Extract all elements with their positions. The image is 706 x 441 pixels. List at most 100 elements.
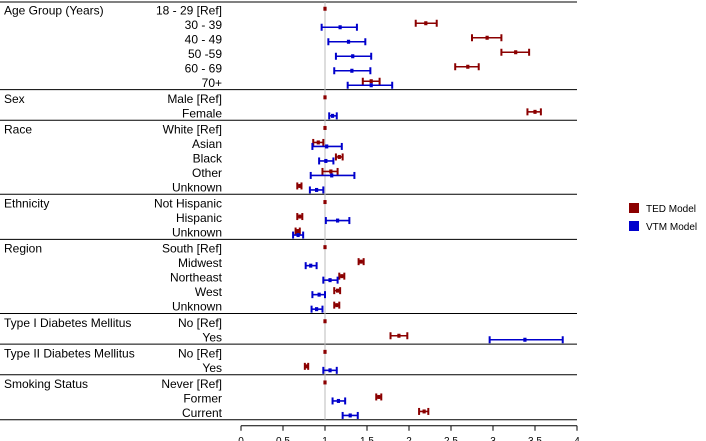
ted-mark — [414, 19, 438, 27]
ted-mark — [323, 6, 327, 11]
row-label: Not Hispanic — [154, 197, 222, 211]
row-label: Never [Ref] — [161, 377, 222, 391]
vtm-mark — [311, 291, 326, 299]
x-tick-label: 1.5 — [360, 436, 374, 441]
legend-swatch — [629, 203, 639, 213]
odds-ratio-marks — [292, 6, 564, 419]
row-label: 30 - 39 — [185, 18, 223, 32]
vtm-mark-point — [330, 113, 335, 118]
ted-mark — [323, 200, 327, 205]
legend: TED Model VTM Model — [629, 203, 697, 233]
legend-entry: TED Model — [629, 203, 696, 215]
x-tick-label: 0 — [238, 436, 244, 441]
ted-mark — [389, 332, 409, 340]
group-title: Region — [4, 242, 42, 256]
ted-mark-point — [466, 64, 470, 69]
ted-mark-point — [369, 79, 373, 84]
group-dividers — [0, 1, 577, 421]
vtm-mark — [327, 38, 367, 46]
ted-mark-point — [514, 50, 518, 55]
row-label: Female — [182, 106, 222, 120]
vtm-mark — [341, 411, 359, 419]
ted-mark-point — [323, 125, 327, 130]
x-tick-label: 3.5 — [528, 436, 542, 441]
row-label: Unknown — [172, 180, 222, 194]
ted-mark — [333, 301, 341, 309]
ted-mark — [323, 95, 327, 100]
vtm-mark-point — [348, 413, 352, 418]
row-label: Asian — [192, 137, 222, 151]
vtm-mark — [320, 23, 358, 31]
vtm-mark-point — [523, 337, 527, 342]
vtm-mark — [322, 276, 339, 284]
vtm-mark — [324, 217, 351, 225]
row-label: Yes — [202, 361, 222, 375]
vtm-mark-point — [309, 263, 313, 268]
vtm-mark — [308, 186, 325, 194]
ted-mark-point — [329, 169, 333, 174]
ted-mark — [323, 349, 327, 354]
vtm-mark-point — [328, 278, 332, 283]
row-label: Hispanic — [176, 211, 222, 225]
row-label: 18 - 29 [Ref] — [156, 3, 222, 17]
vtm-mark — [328, 112, 338, 120]
group-title: Type II Diabetes Mellitus — [4, 346, 135, 360]
vtm-mark — [488, 336, 564, 344]
ted-mark-point — [323, 380, 327, 385]
vtm-mark-point — [324, 158, 328, 163]
vtm-mark-point — [336, 218, 340, 223]
vtm-mark-point — [350, 68, 354, 73]
row-label: Black — [193, 151, 223, 165]
row-label: No [Ref] — [178, 346, 222, 360]
ted-mark — [323, 380, 327, 385]
ted-mark-point — [323, 349, 327, 354]
ted-mark — [334, 153, 344, 161]
group-title: Smoking Status — [4, 377, 88, 391]
x-tick-label: 4 — [574, 436, 580, 441]
row-labels: Age Group (Years) 18 - 29 [Ref]30 - 3940 … — [4, 3, 223, 420]
vtm-mark — [334, 52, 373, 60]
vtm-mark-point — [296, 233, 300, 238]
x-tick-label: 2 — [406, 436, 412, 441]
legend-label: TED Model — [646, 204, 696, 215]
ted-mark-point — [323, 95, 327, 100]
vtm-mark — [310, 305, 324, 313]
x-tick-label: 2.5 — [444, 436, 458, 441]
vtm-mark-point — [346, 39, 351, 44]
row-label: Male [Ref] — [167, 92, 222, 106]
row-label: 70+ — [202, 76, 222, 90]
vtm-mark-point — [336, 398, 341, 403]
vtm-mark — [309, 171, 356, 179]
ted-mark-point — [336, 288, 340, 293]
ted-mark — [471, 34, 503, 42]
row-label: Yes — [202, 330, 222, 344]
ted-mark — [323, 125, 327, 130]
row-label: West — [195, 285, 223, 299]
legend-label: VTM Model — [646, 222, 697, 233]
ted-mark-point — [533, 109, 537, 114]
row-label: 40 - 49 — [185, 32, 223, 46]
ted-mark — [338, 272, 346, 280]
ted-mark — [312, 138, 325, 146]
ted-mark — [526, 108, 542, 116]
row-label: White [Ref] — [163, 122, 222, 136]
row-label: 60 - 69 — [185, 61, 223, 75]
ted-mark — [333, 287, 342, 295]
ted-mark — [323, 319, 327, 324]
vtm-mark — [331, 397, 347, 405]
legend-entry: VTM Model — [629, 221, 697, 233]
vtm-mark-point — [369, 83, 373, 88]
ted-mark-point — [298, 183, 302, 188]
vtm-mark-point — [330, 173, 334, 178]
ted-mark-point — [485, 35, 489, 40]
ted-mark — [454, 63, 480, 71]
vtm-mark-point — [328, 368, 332, 373]
x-tick-label: 0.5 — [276, 436, 290, 441]
row-label: Former — [183, 391, 222, 405]
vtm-mark-point — [351, 54, 355, 59]
row-label: Northeast — [170, 271, 223, 285]
ted-mark — [296, 213, 304, 221]
ted-mark-point — [340, 274, 344, 279]
row-label: Current — [182, 406, 223, 420]
